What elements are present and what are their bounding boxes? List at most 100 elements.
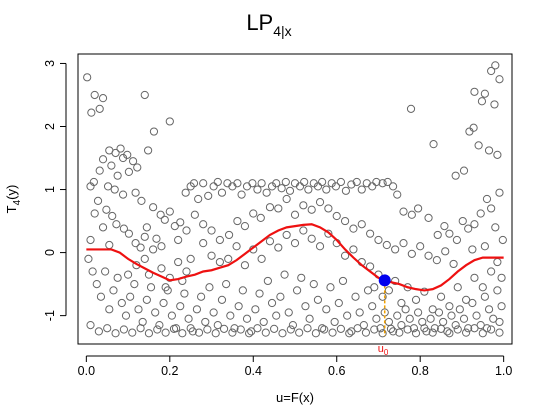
scatter-point xyxy=(332,211,341,221)
scatter-point xyxy=(256,213,265,223)
scatter-point xyxy=(98,94,108,103)
scatter-point xyxy=(403,325,412,334)
scatter-point xyxy=(209,308,218,317)
scatter-point xyxy=(184,314,193,323)
scatter-point xyxy=(274,204,283,213)
scatter-point xyxy=(324,229,333,238)
scatter-point xyxy=(255,289,264,298)
scatter-point xyxy=(295,182,305,191)
scatter-point xyxy=(124,229,134,238)
y-tick-label: 2 xyxy=(43,123,57,130)
scatter-point xyxy=(436,324,446,333)
scatter-point xyxy=(270,324,279,333)
scatter-point xyxy=(420,287,429,296)
scatter-point xyxy=(240,222,250,231)
scatter-point xyxy=(199,239,208,248)
scatter-point xyxy=(109,286,118,295)
scatter-points xyxy=(83,61,507,338)
scatter-point xyxy=(433,230,442,240)
scatter-point xyxy=(119,325,129,334)
scatter-point xyxy=(165,117,174,126)
x-tick-label: 1.0 xyxy=(495,364,512,378)
scatter-point xyxy=(411,295,421,304)
scatter-point xyxy=(251,305,260,314)
scatter-point xyxy=(259,317,268,327)
scatter-point xyxy=(489,314,498,323)
density-curve xyxy=(86,223,504,292)
scatter-point xyxy=(182,226,191,235)
scatter-point xyxy=(487,325,496,334)
scatter-point xyxy=(170,222,179,231)
scatter-point xyxy=(238,286,247,295)
scatter-point xyxy=(156,210,165,219)
scatter-point xyxy=(92,280,101,289)
scatter-point xyxy=(470,324,479,333)
scatter-point xyxy=(194,194,203,204)
scatter-point xyxy=(420,324,429,333)
scatter-point xyxy=(201,317,210,327)
scatter-point xyxy=(278,329,287,338)
scatter-point xyxy=(182,267,191,276)
scatter-point xyxy=(482,324,492,333)
scatter-point xyxy=(144,146,153,155)
scatter-point xyxy=(205,283,214,292)
scatter-point xyxy=(234,302,243,311)
scatter-point xyxy=(366,262,375,271)
scatter-point xyxy=(497,302,506,311)
scatter-point xyxy=(211,329,220,338)
scatter-point xyxy=(180,289,189,298)
scatter-point xyxy=(282,230,291,240)
y-tick-label: 0 xyxy=(43,249,57,256)
scatter-point xyxy=(476,209,485,218)
scatter-point xyxy=(480,89,489,98)
scatter-point xyxy=(459,314,469,323)
scatter-point xyxy=(121,311,131,320)
scatter-point xyxy=(253,185,262,194)
scatter-point xyxy=(297,273,306,282)
scatter-point xyxy=(192,305,202,314)
scatter-point xyxy=(142,223,151,232)
scatter-point xyxy=(95,104,104,113)
scatter-point xyxy=(151,308,160,317)
scatter-point xyxy=(118,190,128,199)
scatter-point xyxy=(301,302,310,311)
scatter-point xyxy=(453,283,462,292)
scatter-point xyxy=(140,254,149,263)
scatter-point xyxy=(181,188,190,197)
scatter-point xyxy=(217,295,227,304)
chart-title: LP4|x xyxy=(246,10,291,39)
scatter-point xyxy=(108,211,117,221)
scatter-point xyxy=(318,324,327,333)
scatter-point xyxy=(482,194,492,204)
scatter-point xyxy=(359,320,368,330)
y-tick-label: 1 xyxy=(43,186,57,193)
scatter-point xyxy=(290,210,300,219)
scatter-point xyxy=(186,324,195,333)
scatter-point xyxy=(299,201,308,210)
scatter-point xyxy=(113,171,122,180)
scatter-point xyxy=(411,329,421,338)
scatter-point xyxy=(453,325,462,334)
scatter-point xyxy=(102,205,111,214)
scatter-point xyxy=(107,161,116,170)
scatter-point xyxy=(123,150,132,159)
scatter-point xyxy=(465,127,474,136)
scatter-point xyxy=(338,276,348,286)
scatter-point xyxy=(199,179,208,188)
scatter-point xyxy=(257,179,266,188)
scatter-point xyxy=(378,329,387,338)
scatter-point xyxy=(167,311,176,320)
x-tick-label: 0.2 xyxy=(161,364,178,378)
scatter-point xyxy=(491,61,500,70)
scatter-point xyxy=(428,328,437,337)
scatter-point xyxy=(495,317,504,327)
scatter-point xyxy=(386,324,396,333)
scatter-point xyxy=(361,328,371,337)
scatter-point xyxy=(309,280,318,289)
scatter-point xyxy=(484,146,494,155)
scatter-point xyxy=(86,235,95,245)
scatter-point xyxy=(174,235,183,245)
scatter-point xyxy=(480,242,489,251)
scatter-point xyxy=(399,207,408,216)
scatter-point xyxy=(249,209,258,218)
